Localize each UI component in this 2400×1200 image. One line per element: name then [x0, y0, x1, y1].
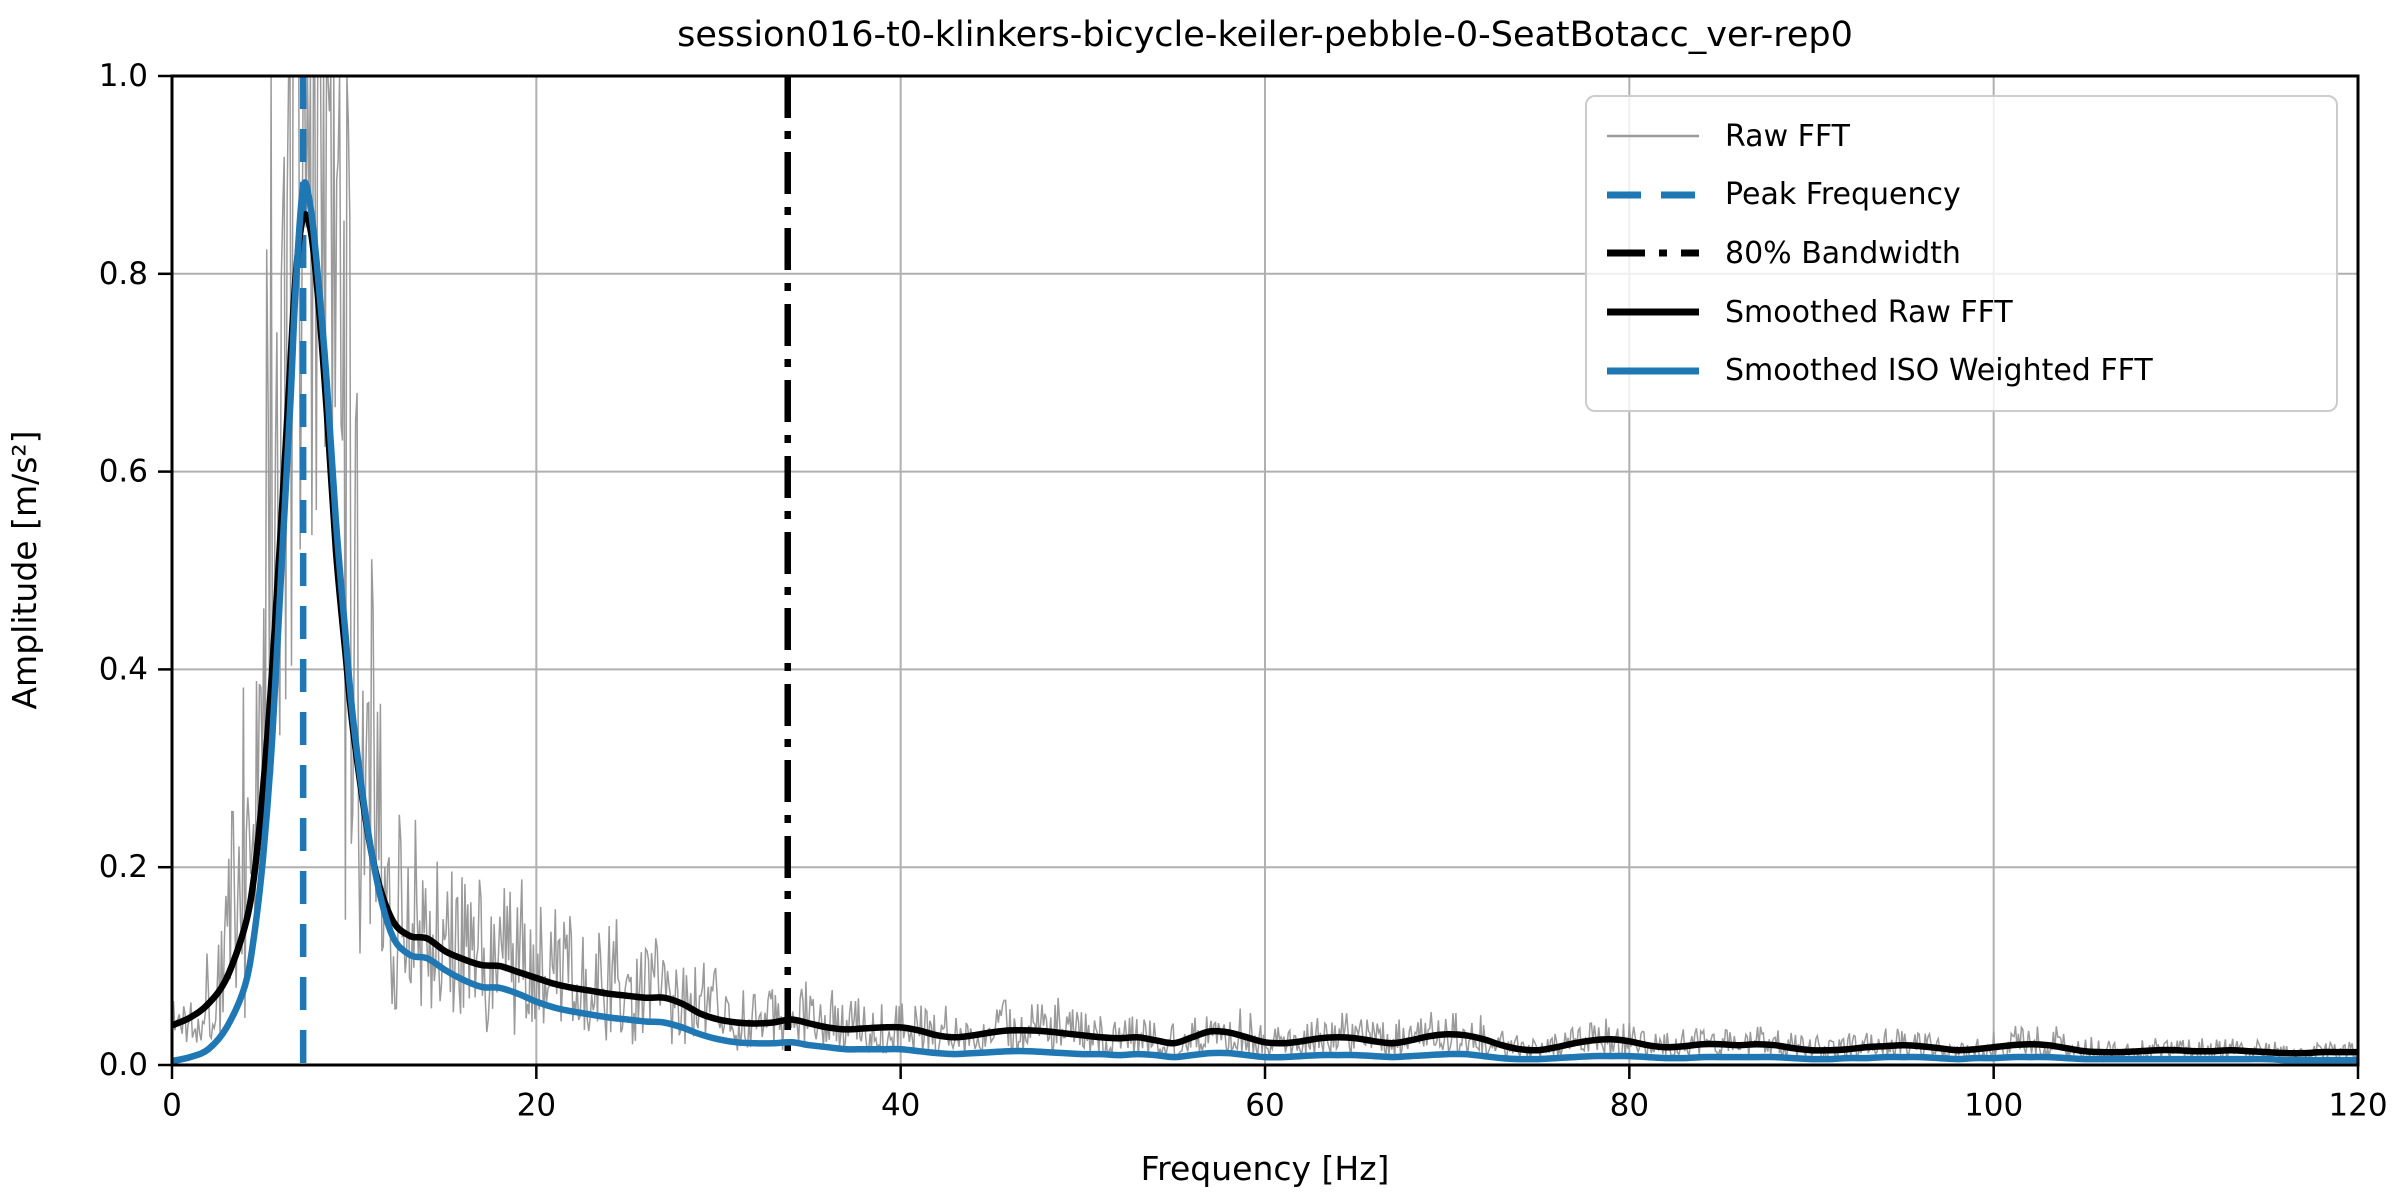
x-tick-label: 0 [162, 1087, 182, 1123]
legend-label: Smoothed Raw FFT [1725, 294, 2013, 330]
legend: Raw FFT Peak Frequency 80% Bandwidth Smo… [1585, 95, 2338, 412]
peak-frequency-dashed-line-sample-icon [1607, 191, 1699, 199]
tick-layer: 0 20 40 60 80 100 120 0.0 0.2 0.4 0.6 0.8 1.0 [99, 58, 2388, 1123]
legend-item-80-bandwidth: 80% Bandwidth [1607, 227, 2316, 279]
x-tick-label: 20 [517, 1087, 556, 1123]
legend-label: Raw FFT [1725, 118, 1850, 154]
y-tick-label: 1.0 [99, 58, 148, 94]
smoothed-iso-weighted-fft-line [172, 179, 2358, 1065]
bandwidth-dashdot-line-sample-icon [1607, 249, 1699, 257]
y-axis-label: Amplitude [m/s²] [5, 430, 44, 709]
y-tick-label: 0.8 [99, 256, 148, 292]
legend-item-peak-frequency: Peak Frequency [1607, 169, 2316, 221]
x-tick-label: 120 [2328, 1087, 2387, 1123]
legend-item-smoothed-iso-fft: Smoothed ISO Weighted FFT [1607, 345, 2316, 397]
chart-title: session016-t0-klinkers-bicycle-keiler-pe… [677, 15, 1853, 55]
smoothed-iso-line-sample-icon [1607, 367, 1699, 375]
y-tick-label: 0.4 [99, 651, 148, 687]
legend-label: 80% Bandwidth [1725, 235, 1961, 271]
legend-item-smoothed-raw-fft: Smoothed Raw FFT [1607, 286, 2316, 338]
smoothed-raw-line-sample-icon [1607, 308, 1699, 316]
x-axis-label: Frequency [Hz] [1141, 1149, 1390, 1188]
y-tick-label: 0.0 [99, 1047, 148, 1083]
x-tick-label: 100 [1964, 1087, 2023, 1123]
y-tick-label: 0.2 [99, 849, 148, 885]
x-tick-label: 40 [881, 1087, 920, 1123]
legend-label: Smoothed ISO Weighted FFT [1725, 353, 2153, 389]
x-tick-label: 80 [1610, 1087, 1649, 1123]
series-layer [172, 76, 2358, 1065]
x-tick-label: 60 [1245, 1087, 1284, 1123]
y-tick-label: 0.6 [99, 454, 148, 490]
legend-label: Peak Frequency [1725, 177, 1961, 213]
raw-fft-line-sample-icon [1607, 135, 1699, 138]
legend-item-raw-fft: Raw FFT [1607, 110, 2316, 162]
